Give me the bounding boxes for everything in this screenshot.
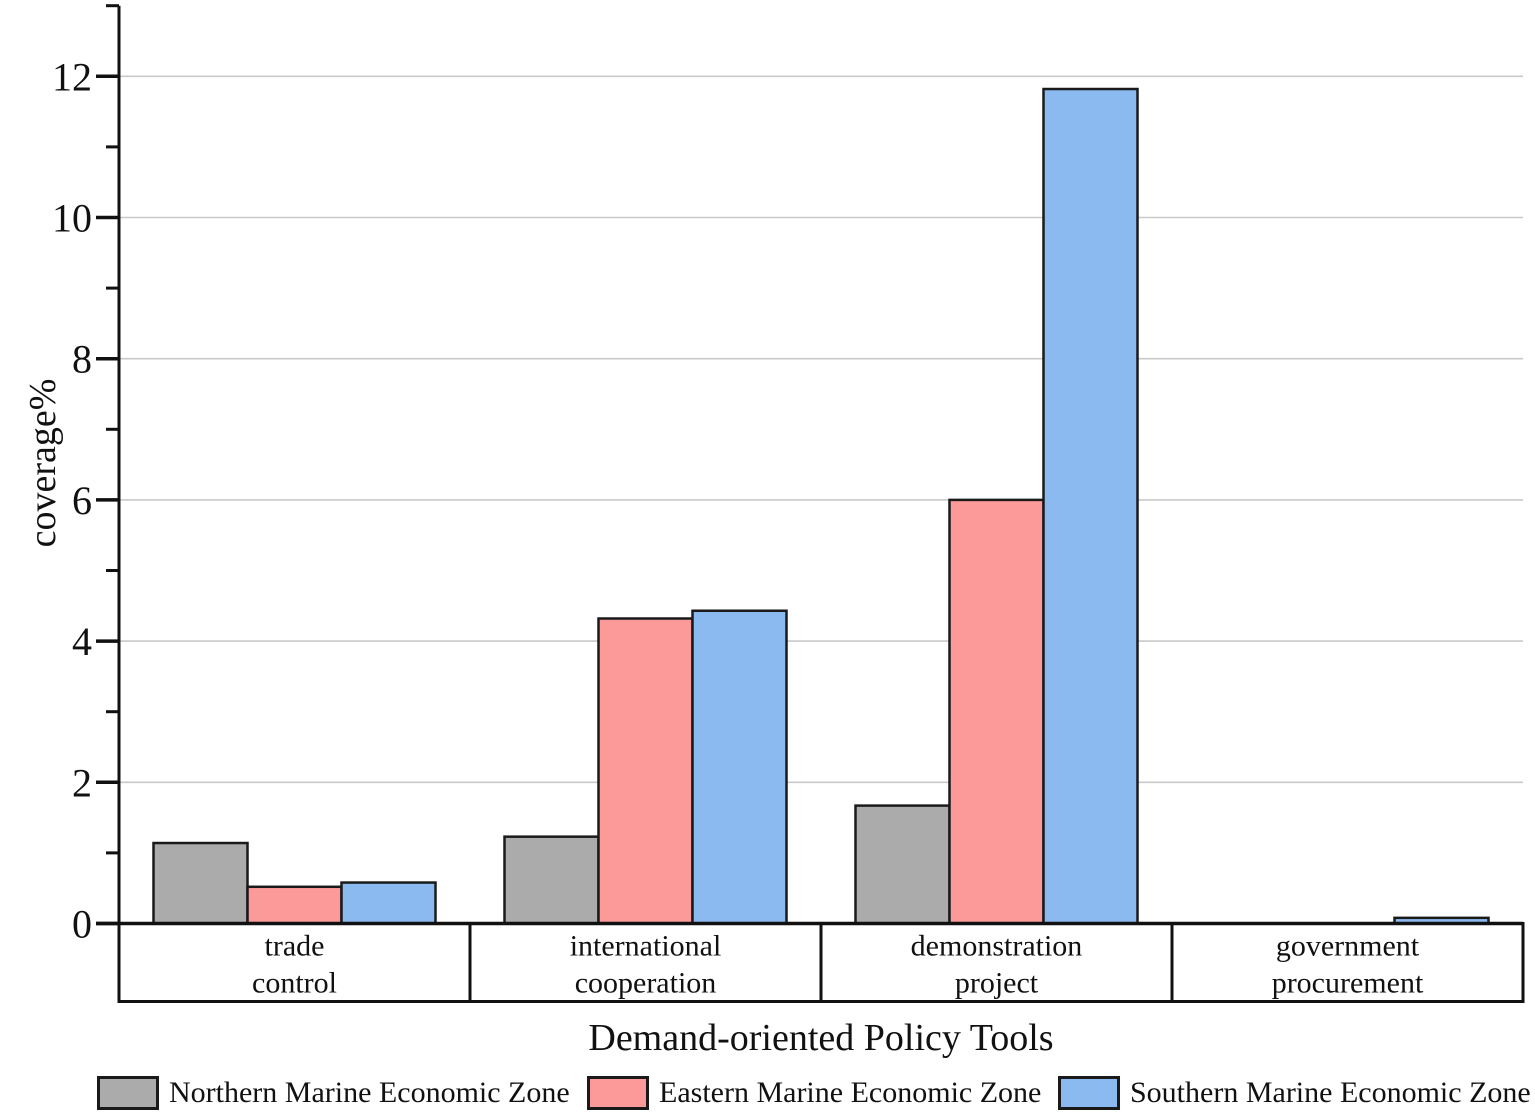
bar-southern-international bbox=[691, 609, 788, 925]
legend: Northern Marine Economic Zone Eastern Ma… bbox=[0, 1072, 1535, 1117]
y-tick-label-4: 4 bbox=[72, 619, 92, 664]
category-label-demonstration-line2: project bbox=[955, 967, 1039, 1000]
bar-southern-trade bbox=[340, 881, 437, 925]
legend-label-northern: Northern Marine Economic Zone bbox=[169, 1076, 570, 1109]
legend-item-northern: Northern Marine Economic Zone bbox=[97, 1072, 570, 1114]
legend-item-eastern: Eastern Marine Economic Zone bbox=[587, 1072, 1041, 1114]
y-axis-label: coverage% bbox=[22, 378, 64, 548]
legend-label-southern: Southern Marine Economic Zone bbox=[1130, 1076, 1531, 1109]
category-label-government-line1: government bbox=[1276, 930, 1420, 963]
category-box-government bbox=[1170, 922, 1525, 1003]
bar-northern-trade bbox=[152, 841, 249, 925]
legend-swatch-southern-icon bbox=[1058, 1076, 1120, 1110]
bar-eastern-international bbox=[597, 617, 694, 925]
x-axis-title: Demand-oriented Policy Tools bbox=[588, 1017, 1054, 1059]
y-tick-label-8: 8 bbox=[72, 337, 92, 382]
bar-eastern-trade bbox=[246, 885, 343, 925]
y-tick-label-6: 6 bbox=[72, 478, 92, 523]
category-label-trade-line2: control bbox=[252, 967, 337, 1000]
category-label-government-line2: procurement bbox=[1272, 967, 1424, 1000]
y-tick-label-2: 2 bbox=[72, 760, 92, 805]
legend-swatch-northern-icon bbox=[97, 1076, 159, 1110]
legend-label-eastern: Eastern Marine Economic Zone bbox=[659, 1076, 1042, 1109]
y-tick-label-0: 0 bbox=[72, 902, 92, 947]
y-tick-label-12: 12 bbox=[52, 54, 92, 99]
bar-eastern-demonstration bbox=[948, 498, 1045, 925]
plot-area: 0 2 4 6 8 10 12 trade control international cooper… bbox=[52, 4, 1525, 1003]
y-tick-label-10: 10 bbox=[52, 196, 92, 241]
legend-item-southern: Southern Marine Economic Zone bbox=[1058, 1072, 1531, 1114]
category-label-trade-line1: trade bbox=[265, 930, 325, 963]
bar-northern-international bbox=[503, 835, 600, 925]
category-label-international-line2: cooperation bbox=[575, 967, 717, 1000]
category-label-international-line1: international bbox=[570, 930, 722, 963]
category-label-demonstration-line1: demonstration bbox=[911, 930, 1083, 963]
bar-southern-demonstration bbox=[1042, 87, 1139, 925]
legend-swatch-eastern-icon bbox=[587, 1076, 649, 1110]
bar-northern-demonstration bbox=[854, 804, 951, 925]
